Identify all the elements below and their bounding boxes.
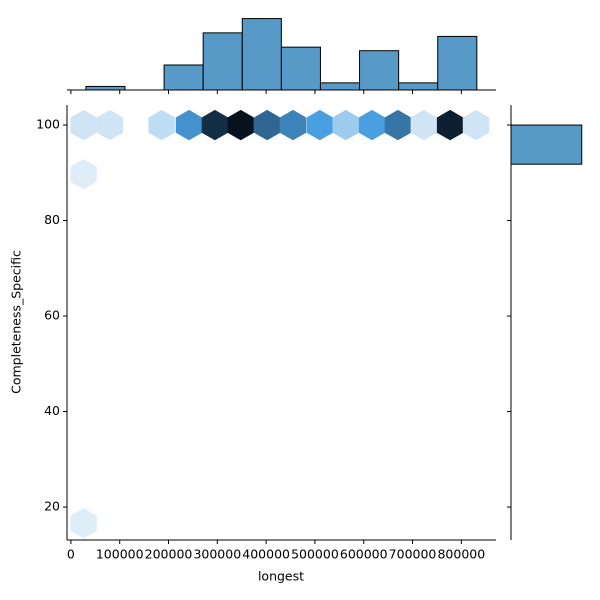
histogram-bar — [510, 124, 583, 165]
hexbin — [253, 109, 281, 141]
hexbin — [306, 109, 333, 141]
hexbin — [148, 109, 175, 141]
hexbin — [227, 109, 254, 141]
y-tick-label: 20 — [44, 499, 60, 514]
hexbin — [70, 109, 97, 141]
hexbin — [462, 109, 490, 141]
histogram-bar — [398, 82, 439, 91]
hexbin — [436, 109, 464, 141]
histogram-bar — [437, 35, 478, 91]
y-tick-label: 80 — [44, 212, 60, 227]
histogram-bar — [359, 50, 400, 91]
x-tick-label: 500000 — [291, 547, 339, 562]
y-tick-label: 40 — [44, 403, 60, 418]
histogram-bar — [319, 82, 361, 91]
x-tick-label: 0 — [67, 547, 75, 562]
y-axis-label: Completeness_Specific — [9, 250, 24, 394]
hexbin — [279, 109, 307, 141]
y-tick-label: 100 — [36, 117, 60, 132]
hexbin — [70, 508, 97, 539]
x-tick-label: 400000 — [242, 547, 290, 562]
x-tick-label: 100000 — [96, 547, 144, 562]
x-axis-label: longest — [258, 569, 304, 584]
x-tick-label: 800000 — [437, 547, 485, 562]
x-tick-label: 600000 — [340, 547, 388, 562]
histogram-bar — [85, 85, 126, 91]
histogram-bar — [241, 18, 282, 91]
hexbin — [358, 109, 386, 141]
hexbin — [70, 159, 97, 190]
hexbin — [332, 109, 359, 141]
hexbin — [175, 109, 203, 141]
hexbin — [201, 109, 229, 141]
histogram-bar — [163, 64, 204, 91]
x-tick-label: 300000 — [193, 547, 241, 562]
histogram-bar — [202, 32, 243, 91]
histogram-bar — [280, 46, 321, 91]
hexbin — [96, 109, 124, 141]
y-tick-label: 60 — [44, 308, 60, 323]
x-tick-label: 700000 — [389, 547, 437, 562]
hexbin — [384, 109, 412, 141]
hexbin — [410, 109, 437, 141]
x-tick-label: 200000 — [145, 547, 193, 562]
